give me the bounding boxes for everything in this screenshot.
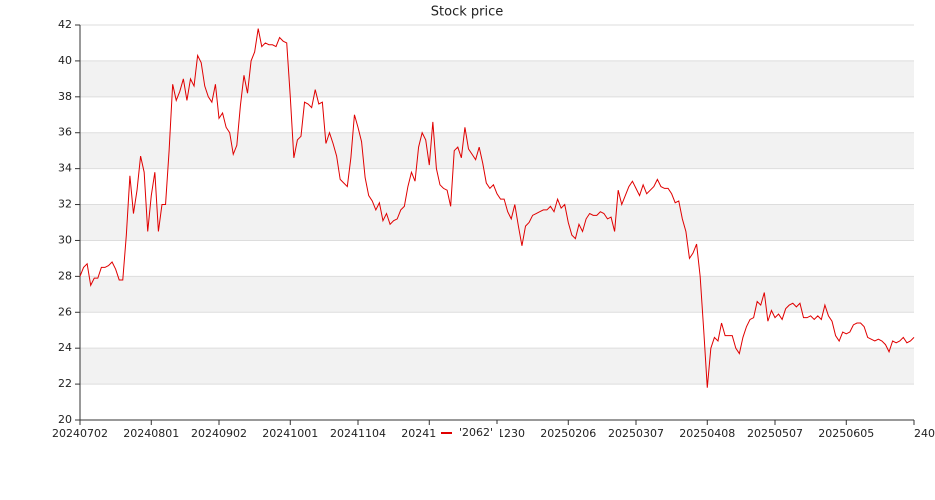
x-tick-label: 20250206 (540, 427, 596, 440)
y-tick-label: 36 (58, 126, 72, 139)
x-tick-label: 20250605 (818, 427, 874, 440)
x-tick-label: 20250408 (679, 427, 735, 440)
x-tick-label: 20240902 (191, 427, 247, 440)
x-tick-label: 20241104 (330, 427, 386, 440)
grid-band (80, 348, 914, 385)
y-tick-label: 38 (58, 90, 72, 103)
x-tick-label: 20240702 (52, 427, 108, 440)
chart-title: Stock price (431, 5, 503, 20)
y-tick-label: 34 (58, 162, 72, 175)
legend: '2062' (436, 424, 500, 442)
x-tick-label: 20241001 (262, 427, 318, 440)
grid-band (80, 132, 914, 169)
x-tick-label: 20240801 (123, 427, 179, 440)
y-tick-label: 20 (58, 413, 72, 426)
y-tick-label: 28 (58, 269, 72, 282)
y-tick-label: 26 (58, 305, 72, 318)
x-tick-label: 20250507 (747, 427, 803, 440)
grid-band (80, 276, 914, 313)
y-tick-label: 42 (58, 18, 72, 31)
y-tick-label: 24 (58, 341, 72, 354)
y-tick-label: 40 (58, 54, 72, 67)
y-tick-label: 32 (58, 198, 72, 211)
x-tick-label: 240 (914, 427, 935, 440)
y-tick-label: 22 (58, 377, 72, 390)
legend-box (436, 424, 500, 442)
y-tick-label: 30 (58, 233, 72, 246)
grid-band (80, 60, 914, 97)
legend-label: '2062' (459, 426, 493, 439)
grid-band (80, 204, 914, 241)
line-series (79, 28, 915, 388)
x-tick-label: 20250307 (608, 427, 664, 440)
